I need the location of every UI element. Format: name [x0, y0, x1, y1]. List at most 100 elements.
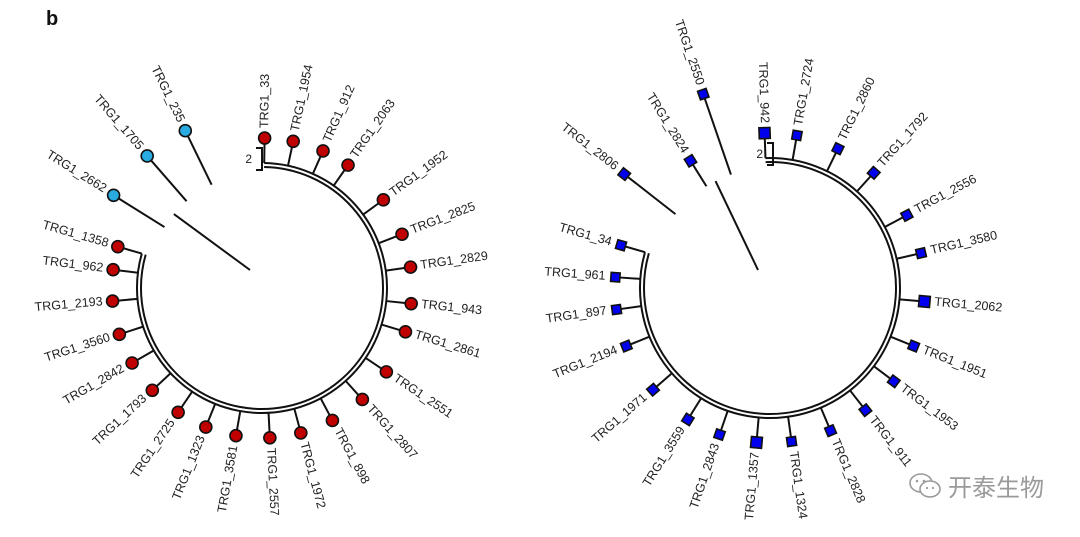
tip-label: TRG1_1792: [875, 110, 931, 170]
tip-marker-square: [609, 271, 622, 283]
tip-marker-square: [683, 153, 698, 169]
tip-marker-square: [616, 166, 632, 182]
tip-label: TRG1_2806: [559, 120, 621, 173]
tip-label: TRG1_2724: [791, 57, 817, 127]
tip-label: TRG1_3559: [640, 424, 688, 489]
scale-label: 2: [756, 147, 763, 161]
tip-branch: [184, 130, 213, 186]
tip-label: TRG1_1358: [41, 218, 110, 250]
backbone-arc: [639, 157, 901, 419]
tip-marker-circle: [106, 188, 121, 203]
tip-label: TRG1_2860: [835, 75, 877, 142]
tip-label: TRG1_1972: [297, 441, 328, 510]
right-tree: TRG1_942 TRG1_2724 TRG1_2860TRG1_1792TRG1_…: [544, 18, 1003, 521]
tip-label: TRG1_943: [420, 297, 482, 317]
scale-bracket: [767, 142, 774, 166]
tip-marker-circle: [398, 325, 413, 339]
tip-marker-square: [886, 373, 902, 389]
tip-label: TRG1_34: [558, 220, 614, 248]
tip-label: TRG1_2828: [829, 437, 869, 505]
tip-marker-circle: [286, 134, 300, 149]
tip-label: TRG1_2193: [34, 294, 103, 314]
tip-marker-square: [917, 294, 932, 309]
left-tree: TRG1_33 TRG1_1954 TRG1_912TRG1_2063TRG1_19…: [34, 63, 489, 516]
tip-label: TRG1_962: [42, 253, 104, 274]
tip-marker-circle: [112, 327, 127, 342]
tip-marker-circle: [171, 405, 185, 420]
tip-label: TRG1_961: [544, 265, 606, 283]
tip-marker-square: [645, 382, 661, 398]
tip-marker-square: [680, 412, 696, 427]
tip-marker-circle: [111, 239, 125, 254]
tip-marker-square: [914, 246, 928, 260]
tip-marker-circle: [229, 428, 243, 443]
tip-label: TRG1_1357: [742, 452, 762, 521]
tip-marker-square: [823, 423, 838, 438]
tip-label: TRG1_2843: [687, 441, 722, 510]
tip-marker-circle: [125, 356, 139, 370]
scale-label: 2: [245, 152, 252, 166]
tip-label: TRG1_3581: [215, 444, 241, 514]
tip-label: TRG1_2556: [912, 172, 979, 216]
tip-marker-square: [857, 402, 873, 418]
tip-label: TRG1_897: [545, 303, 608, 325]
tip-branch: [146, 155, 188, 202]
tip-label: TRG1_912: [320, 83, 358, 145]
watermark-text: 开泰生物: [948, 474, 1044, 502]
tip-label: TRG1_3580: [929, 228, 999, 257]
tip-marker-square: [830, 141, 846, 156]
tip-label: TRG1_1951: [921, 343, 989, 382]
tip-marker-circle: [404, 296, 418, 311]
tip-marker-circle: [106, 262, 120, 277]
panel-label: b: [46, 8, 59, 30]
tip-label: TRG1_1324: [787, 450, 810, 519]
tip-label: TRG1_2824: [644, 90, 692, 155]
scale-bracket: [256, 147, 263, 171]
tip-label: TRG1_911: [867, 413, 915, 469]
tip-label: TRG1_3560: [43, 330, 112, 364]
tip-label: TRG1_2551: [391, 371, 455, 421]
wechat-icon: [909, 472, 941, 498]
root-branch: [173, 213, 251, 271]
watermark: 开泰生物: [908, 468, 1044, 503]
tip-branch: [623, 173, 677, 215]
root-branch: [714, 180, 759, 271]
tip-marker-circle: [294, 426, 308, 440]
tip-marker-circle: [257, 131, 272, 145]
tip-label: TRG1_235: [148, 63, 187, 124]
tip-label: TRG1_1971: [589, 390, 650, 445]
tip-label: TRG1_2062: [934, 295, 1003, 315]
backbone-arc: [136, 162, 388, 414]
tip-marker-square: [906, 339, 921, 353]
tip-label: TRG1_2194: [551, 343, 619, 382]
tip-marker-square: [899, 208, 915, 223]
tip-marker-square: [619, 339, 634, 353]
tip-label: TRG1_2807: [364, 402, 420, 462]
tip-marker-circle: [145, 383, 160, 398]
tip-label: TRG1_2557: [264, 447, 282, 516]
tip-branch: [113, 194, 166, 228]
tip-marker-circle: [325, 413, 340, 428]
backbone-arc: [643, 161, 897, 415]
tip-marker-square: [749, 435, 764, 450]
backbone-arc: [140, 166, 384, 410]
tip-label: TRG1_2825: [409, 199, 478, 236]
tip-label: TRG1_2063: [347, 97, 398, 161]
tip-marker-circle: [355, 392, 370, 407]
tip-marker-square: [866, 165, 882, 181]
tip-marker-circle: [199, 420, 213, 434]
tip-marker-circle: [178, 123, 193, 138]
tip-branch: [702, 93, 732, 175]
tip-marker-circle: [341, 158, 355, 172]
tip-label: TRG1_2842: [61, 361, 127, 407]
tip-label: TRG1_1952: [387, 148, 450, 199]
tip-marker-circle: [263, 430, 277, 445]
tip-label: TRG1_1793: [90, 391, 149, 448]
tip-label: TRG1_2725: [128, 416, 178, 480]
tip-label: TRG1_2550: [672, 18, 707, 87]
tip-label: TRG1_942: [756, 62, 772, 124]
tip-label: TRG1_33: [257, 74, 272, 128]
tip-marker-circle: [316, 144, 330, 158]
tip-label: TRG1_1323: [169, 433, 208, 501]
